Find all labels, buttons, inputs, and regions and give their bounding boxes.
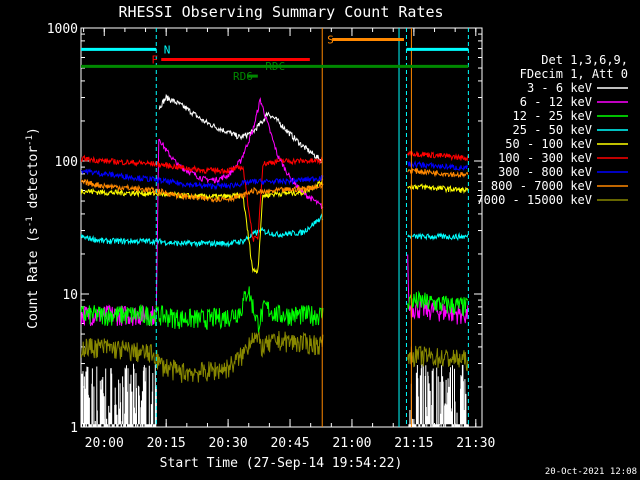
y-tick-label: 100 <box>55 155 78 170</box>
y-axis-label: Count Rate (s-1 detector-1) <box>25 127 41 329</box>
legend-entry-label: 800 - 7000 keV <box>491 179 592 193</box>
series-line-3 <box>81 213 469 248</box>
x-tick-label: 20:45 <box>270 436 309 451</box>
low-count-noise <box>408 364 469 427</box>
flag-label: RD6 <box>233 70 253 83</box>
x-tick-label: 21:30 <box>456 436 495 451</box>
legend-entry-label: 6 - 12 keV <box>520 95 592 109</box>
legend-entry-label: 7000 - 15000 keV <box>476 193 592 207</box>
x-tick-label: 20:30 <box>209 436 248 451</box>
legend-header-line-1: Det 1,3,6,9, <box>541 53 628 67</box>
plot-area <box>80 27 483 428</box>
legend-entry-label: 12 - 25 keV <box>513 109 592 123</box>
legend-entry-label: 50 - 100 keV <box>505 137 592 151</box>
legend-entry-label: 100 - 300 keV <box>498 151 592 165</box>
x-axis-ticks: 20:00 20:15 20:30 20:45 21:00 21:15 21:30 <box>83 28 495 451</box>
y-tick-label: 10 <box>62 288 78 303</box>
y-tick-label: 1000 <box>47 22 78 37</box>
low-count-noise <box>81 363 157 427</box>
y-tick-label: 1 <box>70 421 78 436</box>
legend-entry-label: 3 - 6 keV <box>527 81 592 95</box>
legend-header-line-2: FDecim 1, Att 0 <box>520 67 628 81</box>
series-line-5 <box>81 150 469 242</box>
x-tick-label: 20:15 <box>147 436 186 451</box>
legend: Det 1,3,6,9, FDecim 1, Att 0 3 - 6 keV6 … <box>476 53 628 207</box>
legend-entry-label: 25 - 50 keV <box>513 123 592 137</box>
series-line-7 <box>81 168 469 204</box>
flag-label: F <box>151 53 158 66</box>
timestamp: 20-Oct-2021 12:08 <box>545 467 637 477</box>
x-tick-label: 21:00 <box>332 436 371 451</box>
flag-label: S <box>327 33 334 46</box>
plot-frame <box>80 27 483 428</box>
x-axis-label: Start Time (27-Sep-14 19:54:22) <box>160 456 403 471</box>
series-group <box>81 93 469 427</box>
y-axis-ticks: 1 10 100 1000 <box>47 22 482 436</box>
legend-entry-label: 300 - 800 keV <box>498 165 592 179</box>
series-line-6 <box>81 160 469 191</box>
series-line-8 <box>81 330 469 383</box>
series-line-0 <box>158 93 323 164</box>
plot-content: NF S RD6 RDC <box>81 28 469 427</box>
series-line-2 <box>81 286 469 333</box>
flag-label: RDC <box>265 60 285 73</box>
x-tick-label: 20:00 <box>85 436 124 451</box>
series-line-1 <box>81 96 469 327</box>
chart-title: RHESSI Observing Summary Count Rates <box>118 3 443 21</box>
flag-label: N <box>164 43 171 56</box>
x-tick-label: 21:15 <box>394 436 433 451</box>
